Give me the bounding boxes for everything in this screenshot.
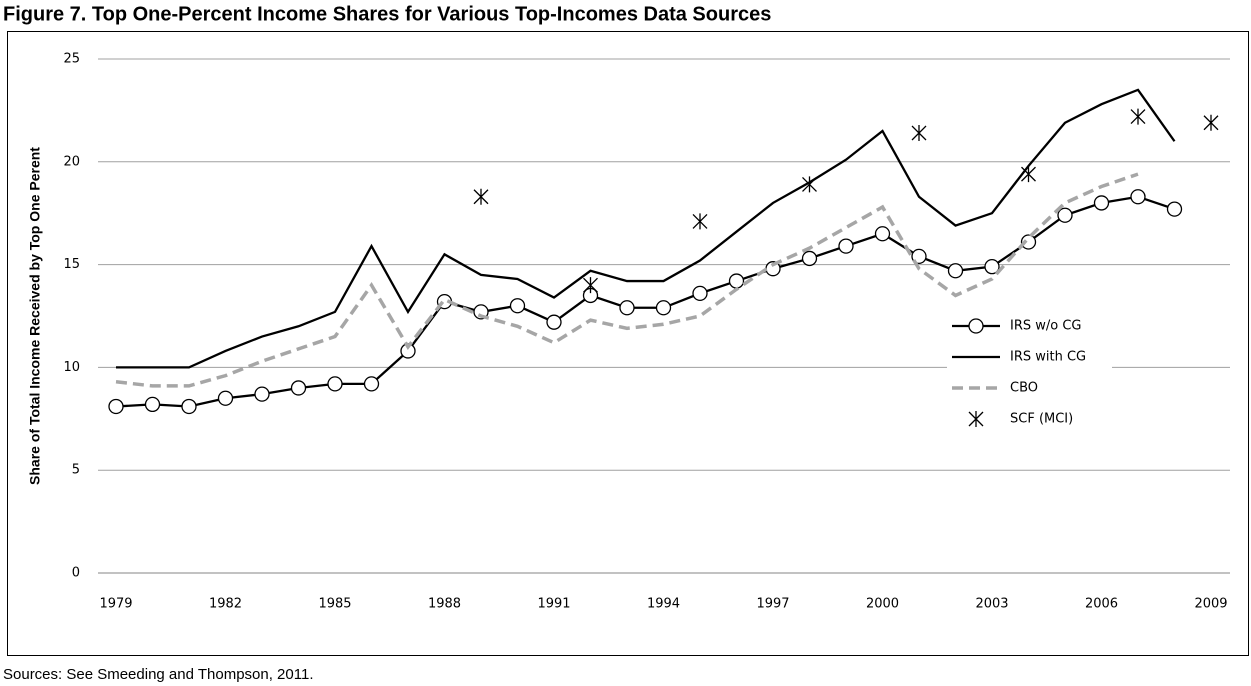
point-marker [874, 226, 891, 242]
y-tick-label: 0 [72, 566, 80, 581]
point-marker [327, 376, 343, 392]
point-marker [968, 411, 984, 427]
x-tick-label: 1994 [647, 597, 680, 612]
x-tick-label: 1991 [537, 597, 570, 612]
point-marker [801, 250, 818, 267]
point-marker [728, 273, 745, 289]
y-tick-label: 10 [63, 360, 80, 375]
x-tick-label: 1997 [756, 597, 789, 612]
y-axis-label: Share of Total Income Received by Top On… [27, 147, 43, 485]
point-marker [947, 263, 964, 279]
legend: IRS w/o CG IRS with CG CBO SCF (MCI) [947, 310, 1112, 440]
y-tick-label: 20 [63, 154, 80, 169]
point-marker [583, 277, 598, 294]
point-marker [181, 398, 197, 415]
point-marker [254, 386, 270, 402]
legend-label: IRS w/o CG [1010, 319, 1082, 334]
x-tick-label: 1979 [99, 597, 132, 612]
y-tick-label: 15 [63, 257, 80, 272]
x-tick-label: 1988 [428, 597, 461, 612]
legend-label: IRS with CG [1010, 350, 1086, 365]
point-marker [1166, 201, 1183, 217]
point-marker [838, 238, 854, 254]
point-marker [473, 188, 489, 205]
y-tick-label: 5 [72, 463, 80, 478]
point-marker [509, 298, 526, 314]
point-marker [802, 176, 817, 193]
point-marker [290, 380, 307, 396]
point-marker [1203, 114, 1219, 131]
point-marker [984, 259, 1000, 275]
point-marker [144, 396, 161, 413]
y-tick-label: 25 [63, 52, 80, 67]
point-marker [1130, 189, 1146, 205]
series-line [116, 88, 1176, 369]
point-marker [968, 318, 984, 334]
series-line [115, 172, 1139, 388]
x-tick-label: 1982 [209, 597, 242, 612]
point-marker [363, 376, 380, 392]
x-tick-label: 2003 [975, 597, 1008, 612]
legend-label: CBO [1010, 381, 1038, 396]
point-marker [1020, 234, 1037, 250]
point-marker [655, 300, 672, 316]
point-marker [692, 285, 708, 302]
point-marker [1021, 166, 1036, 183]
source-note: Sources: See Smeeding and Thompson, 2011… [3, 666, 313, 683]
x-tick-label: 2006 [1085, 597, 1118, 612]
x-tick-label: 2009 [1194, 597, 1227, 612]
point-marker [1093, 195, 1110, 211]
x-tick-label: 1985 [318, 597, 351, 612]
point-marker [1130, 108, 1146, 125]
point-marker [692, 213, 708, 230]
point-marker [619, 300, 635, 316]
point-marker [546, 314, 562, 330]
legend-label: SCF (MCI) [1010, 412, 1073, 427]
point-marker [108, 398, 124, 415]
x-tick-label: 2000 [866, 597, 899, 612]
point-marker [217, 390, 234, 406]
point-marker [911, 125, 927, 142]
chart-title: Figure 7. Top One-Percent Income Shares … [3, 3, 771, 25]
point-marker [1057, 207, 1073, 223]
frame [7, 31, 1249, 656]
